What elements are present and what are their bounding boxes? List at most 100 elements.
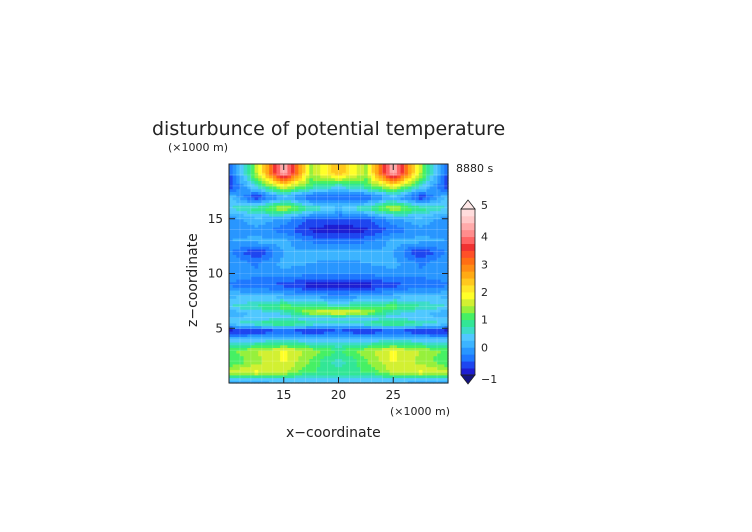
heatmap-cell: [243, 347, 248, 351]
heatmap-cell: [229, 257, 234, 261]
heatmap-cell: [426, 188, 431, 192]
heatmap-cell: [393, 325, 398, 329]
heatmap-cell: [250, 164, 256, 168]
heatmap-cell: [239, 240, 245, 244]
heatmap-cell: [276, 237, 281, 242]
heatmap-cell: [356, 328, 361, 332]
heatmap-cell: [389, 366, 394, 370]
heatmap-cell: [287, 276, 292, 280]
heatmap-cell: [294, 194, 299, 198]
heatmap-cell: [269, 218, 274, 223]
heatmap-cell: [433, 210, 438, 214]
heatmap-cell: [375, 320, 380, 324]
heatmap-cell: [280, 281, 285, 286]
heatmap-cell: [353, 226, 358, 231]
heatmap-cell: [433, 306, 438, 310]
heatmap-cell: [247, 268, 252, 272]
heatmap-cell: [407, 183, 413, 187]
heatmap-cell: [229, 306, 234, 310]
heatmap-cell: [426, 210, 431, 214]
heatmap-cell: [400, 333, 405, 338]
heatmap-cell: [400, 352, 405, 357]
heatmap-cell: [250, 240, 256, 244]
colorbar-swatch: [461, 340, 475, 348]
heatmap-cell: [371, 169, 376, 173]
heatmap-cell: [250, 306, 256, 310]
heatmap-cell: [239, 166, 245, 171]
heatmap-cell: [433, 172, 438, 176]
heatmap-cell: [312, 218, 318, 223]
heatmap-cell: [429, 243, 434, 247]
heatmap-cell: [338, 216, 343, 220]
heatmap-cell: [407, 374, 413, 379]
heatmap-cell: [418, 300, 424, 305]
heatmap-cell: [312, 278, 318, 283]
heatmap-cell: [353, 183, 358, 187]
heatmap-cell: [389, 205, 394, 209]
heatmap-cell: [396, 169, 402, 173]
heatmap-cell: [426, 248, 431, 253]
heatmap-cell: [287, 355, 292, 359]
heatmap-cell: [243, 237, 248, 242]
heatmap-cell: [404, 295, 409, 299]
heatmap-cell: [327, 363, 332, 368]
heatmap-cell: [444, 216, 449, 220]
heatmap-cell: [371, 199, 376, 203]
heatmap-cell: [396, 306, 402, 310]
heatmap-cell: [429, 278, 434, 283]
heatmap-cell: [433, 284, 438, 288]
heatmap-cell: [360, 185, 365, 190]
heatmap-cell: [229, 243, 234, 247]
heatmap-cell: [382, 216, 387, 220]
heatmap-cell: [393, 336, 398, 340]
heatmap-cell: [287, 199, 292, 203]
heatmap-cell: [232, 358, 237, 362]
heatmap-cell: [411, 322, 416, 327]
heatmap-cell: [291, 259, 296, 264]
heatmap-cell: [411, 377, 416, 381]
heatmap-cell: [367, 377, 372, 381]
heatmap-cell: [349, 218, 354, 223]
heatmap-cell: [349, 284, 354, 288]
heatmap-cell: [287, 194, 292, 198]
heatmap-cell: [444, 257, 449, 261]
heatmap-cell: [327, 205, 332, 209]
heatmap-cell: [378, 237, 383, 242]
heatmap-cell: [393, 306, 398, 310]
heatmap-cell: [269, 317, 274, 321]
heatmap-cell: [364, 207, 369, 212]
heatmap-cell: [254, 205, 259, 209]
heatmap-cell: [353, 276, 358, 280]
heatmap-cell: [239, 174, 245, 179]
heatmap-cell: [247, 216, 252, 220]
heatmap-cell: [345, 276, 351, 280]
heatmap-cell: [250, 273, 256, 277]
heatmap-cell: [287, 188, 292, 192]
heatmap-cell: [385, 202, 391, 206]
heatmap-cell: [364, 235, 369, 239]
heatmap-cell: [345, 164, 351, 168]
heatmap-cell: [320, 366, 325, 370]
heatmap-cell: [243, 232, 248, 236]
heatmap-cell: [250, 347, 256, 351]
heatmap-cell: [334, 306, 340, 310]
heatmap-cell: [243, 330, 248, 335]
heatmap-cell: [345, 287, 351, 291]
heatmap-cell: [375, 240, 380, 244]
heatmap-cell: [353, 177, 358, 182]
heatmap-cell: [353, 232, 358, 236]
heatmap-cell: [349, 374, 354, 379]
heatmap-cell: [229, 177, 234, 182]
heatmap-cell: [389, 221, 394, 225]
heatmap-cell: [385, 183, 391, 187]
heatmap-cell: [444, 166, 449, 171]
heatmap-cell: [269, 265, 274, 269]
heatmap-cell: [426, 213, 431, 217]
heatmap-cell: [385, 317, 391, 321]
heatmap-cell: [371, 372, 376, 376]
heatmap-cell: [243, 243, 248, 247]
heatmap-cell: [338, 273, 343, 277]
heatmap-cell: [323, 347, 329, 351]
heatmap-cell: [254, 259, 259, 264]
heatmap-cell: [407, 270, 413, 275]
